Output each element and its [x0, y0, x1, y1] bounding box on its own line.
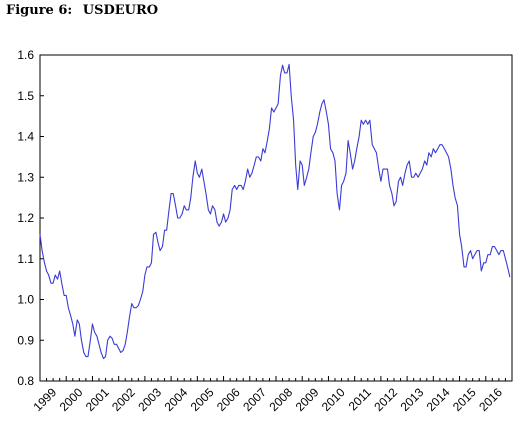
x-tick-label: 2011 [346, 385, 374, 413]
y-tick-label: 1.5 [17, 89, 34, 103]
x-tick-label: 2010 [319, 385, 348, 414]
y-tick-label: 1.3 [17, 170, 34, 184]
y-tick-label: 1.6 [17, 48, 34, 62]
x-tick-label: 2006 [214, 385, 243, 414]
x-tick-label: 2003 [135, 385, 164, 414]
plot-frame [39, 54, 513, 382]
x-tick-label: 2001 [83, 385, 112, 414]
y-tick-label: 1.1 [17, 252, 34, 266]
y-tick-label: 0.9 [17, 333, 34, 347]
x-tick-label: 2002 [109, 385, 138, 414]
x-tick-label: 2004 [162, 385, 191, 414]
series-line-usdeuro [39, 63, 511, 360]
x-tick-label: 2009 [293, 385, 322, 414]
y-tick-label: 1.2 [17, 211, 34, 225]
y-tick-label: 0.8 [17, 374, 34, 388]
x-tick-label: 1999 [30, 385, 59, 414]
x-axis: 1999200020012002200320042005200620072008… [30, 376, 513, 414]
y-axis: 0.8 0.9 1.0 1.1 1.2 1.3 1.4 1.5 1.6 [17, 48, 44, 388]
figure-label: Figure 6: [6, 3, 73, 18]
x-tick-label: 2014 [424, 385, 453, 414]
x-tick-label: 2016 [476, 385, 505, 414]
x-tick-label: 2005 [188, 385, 217, 414]
x-tick-label: 2015 [450, 385, 479, 414]
x-tick-label: 2013 [398, 385, 427, 414]
y-tick-label: 1.0 [17, 293, 34, 307]
figure-name: USDEURO [82, 3, 159, 18]
y-tick-label: 1.4 [17, 130, 34, 144]
x-tick-label: 2008 [266, 385, 295, 414]
x-tick-label: 2000 [57, 385, 86, 414]
figure-title: Figure 6: USDEURO [6, 3, 158, 18]
x-tick-label: 2007 [240, 385, 269, 414]
x-tick-label: 2012 [371, 385, 400, 414]
